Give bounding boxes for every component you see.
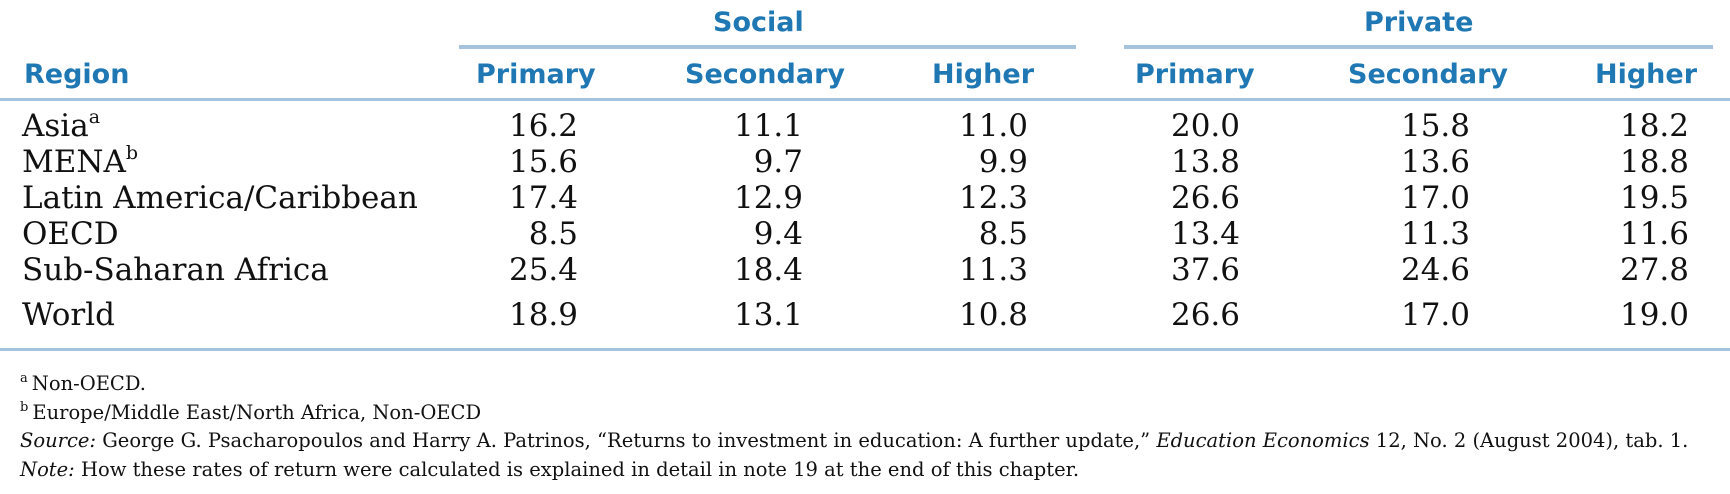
table-row-total: World 18.9 13.1 10.8 26.6 17.0 19.0 <box>0 297 1730 333</box>
table-row: MENAb 15.6 9.7 9.9 13.8 13.6 18.8 <box>0 142 1730 181</box>
value-cell: 12.3 <box>958 180 1028 216</box>
value-cell: 37.6 <box>1170 252 1240 288</box>
value-cell: 27.8 <box>1619 252 1689 288</box>
source-note: Source: George G. Psacharopoulos and Har… <box>20 427 1688 456</box>
value-cell: 18.4 <box>733 252 803 288</box>
footnote-a: a Non-OECD. <box>20 370 1688 399</box>
value-cell: 8.5 <box>978 216 1028 252</box>
value-cell: 17.0 <box>1400 297 1470 333</box>
footnote-b-marker: b <box>20 399 29 415</box>
footnote-marker: b <box>125 142 139 164</box>
region-name: Asia <box>22 108 89 144</box>
table-row: Latin America/Caribbean 17.4 12.9 12.3 2… <box>0 180 1730 216</box>
value-cell: 10.8 <box>958 297 1028 333</box>
value-cell: 8.5 <box>528 216 578 252</box>
footnote-marker: a <box>88 106 101 128</box>
region-name: OECD <box>22 216 119 252</box>
value-cell: 12.9 <box>733 180 803 216</box>
note-text: How these rates of return were calculate… <box>80 457 1080 481</box>
value-cell: 13.4 <box>1170 216 1240 252</box>
value-cell: 13.1 <box>733 297 803 333</box>
value-cell: 9.7 <box>753 144 803 180</box>
value-cell: 13.6 <box>1400 144 1470 180</box>
value-cell: 15.8 <box>1400 108 1470 144</box>
value-cell: 17.0 <box>1400 180 1470 216</box>
value-cell: 18.9 <box>508 297 578 333</box>
group-header-social: Social <box>713 7 804 38</box>
region-name: Latin America/Caribbean <box>22 180 418 216</box>
value-cell: 11.6 <box>1619 216 1689 252</box>
group-header-private: Private <box>1364 7 1474 38</box>
region-cell: Latin America/Caribbean <box>22 180 418 216</box>
value-cell: 26.6 <box>1170 180 1240 216</box>
column-header-private-secondary: Secondary <box>1348 59 1508 90</box>
value-cell: 18.8 <box>1619 144 1689 180</box>
value-cell: 19.5 <box>1619 180 1689 216</box>
source-journal: Education Economics <box>1156 429 1370 452</box>
table-row: Asiaa 16.2 11.1 11.0 20.0 15.8 18.2 <box>0 106 1730 145</box>
group-rule-private <box>1124 45 1713 49</box>
region-name: World <box>22 297 115 333</box>
region-cell: Asiaa <box>22 106 101 145</box>
value-cell: 11.1 <box>733 108 803 144</box>
region-name: Sub-Saharan Africa <box>22 252 329 288</box>
column-header-private-higher: Higher <box>1595 59 1698 90</box>
group-rule-social <box>459 45 1076 49</box>
value-cell: 13.8 <box>1170 144 1240 180</box>
method-note: Note: How these rates of return were cal… <box>20 456 1688 485</box>
source-details: 12, No. 2 (August 2004), tab. 1. <box>1375 429 1689 452</box>
value-cell: 9.9 <box>978 144 1028 180</box>
value-cell: 24.6 <box>1400 252 1470 288</box>
bottom-rule <box>0 348 1730 351</box>
value-cell: 17.4 <box>508 180 578 216</box>
footnote-b-text: Europe/Middle East/North Africa, Non-OEC… <box>32 400 482 424</box>
table-row: OECD 8.5 9.4 8.5 13.4 11.3 11.6 <box>0 216 1730 252</box>
column-header-social-higher: Higher <box>932 59 1035 90</box>
header-rule <box>0 98 1730 101</box>
value-cell: 19.0 <box>1619 297 1689 333</box>
source-text: George G. Psacharopoulos and Harry A. Pa… <box>102 429 1151 452</box>
region-cell: World <box>22 297 115 333</box>
source-label: Source: <box>20 429 97 452</box>
column-header-private-primary: Primary <box>1135 59 1255 90</box>
value-cell: 25.4 <box>508 252 578 288</box>
table-row: Sub-Saharan Africa 25.4 18.4 11.3 37.6 2… <box>0 252 1730 288</box>
region-name: MENA <box>22 144 126 180</box>
value-cell: 11.0 <box>958 108 1028 144</box>
value-cell: 11.3 <box>958 252 1028 288</box>
value-cell: 16.2 <box>508 108 578 144</box>
footnote-a-marker: a <box>20 371 28 386</box>
value-cell: 11.3 <box>1400 216 1470 252</box>
column-header-social-primary: Primary <box>476 59 596 90</box>
note-label: Note: <box>20 457 75 481</box>
value-cell: 15.6 <box>508 144 578 180</box>
value-cell: 9.4 <box>753 216 803 252</box>
value-cell: 20.0 <box>1170 108 1240 144</box>
value-cell: 26.6 <box>1170 297 1240 333</box>
footnote-a-text: Non-OECD. <box>31 372 146 395</box>
region-cell: OECD <box>22 216 119 252</box>
value-cell: 18.2 <box>1619 108 1689 144</box>
region-cell: Sub-Saharan Africa <box>22 252 329 288</box>
column-header-region: Region <box>24 59 130 90</box>
footnotes: a Non-OECD. b Europe/Middle East/North Afr… <box>20 370 1688 484</box>
column-header-social-secondary: Secondary <box>685 59 845 90</box>
region-cell: MENAb <box>22 142 139 181</box>
footnote-b: b Europe/Middle East/North Africa, Non-OE… <box>20 399 1688 428</box>
